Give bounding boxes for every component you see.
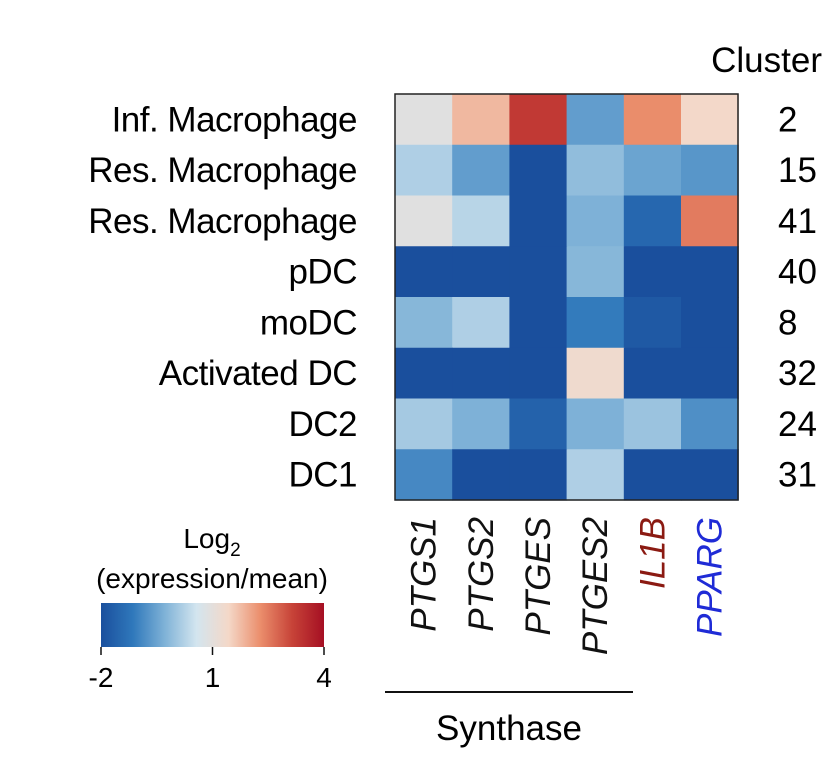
colorbar-ticks: -2 1 4 <box>89 647 332 693</box>
heatmap-cell <box>452 94 510 146</box>
heatmap-cell <box>623 246 682 298</box>
colorbar-tick-label: 4 <box>316 662 332 693</box>
cluster-label: 31 <box>778 456 817 495</box>
heatmap-cell <box>681 94 739 146</box>
heatmap-cell <box>509 398 568 450</box>
colorbar-tick-label: -2 <box>89 662 114 693</box>
colorbar-gradient <box>101 603 324 647</box>
heatmap-frame <box>394 93 739 501</box>
cluster-header: Cluster <box>711 41 822 80</box>
heatmap-cell <box>509 94 568 146</box>
heatmap-cell <box>395 144 453 197</box>
heatmap-cell <box>623 398 682 450</box>
column-label: IL1B <box>633 517 672 589</box>
synthase-label: Synthase <box>436 709 582 748</box>
cluster-label: 15 <box>778 151 817 190</box>
column-label: PTGS2 <box>462 517 501 632</box>
heatmap-cell <box>681 398 739 450</box>
heatmap-cell <box>395 94 453 146</box>
heatmap-cell <box>566 195 625 247</box>
heatmap-cell <box>566 94 625 146</box>
cluster-label: 8 <box>778 303 797 342</box>
heatmap-cell <box>681 347 739 400</box>
heatmap-cell <box>509 449 568 501</box>
heatmap-cell <box>509 195 568 247</box>
heatmap-cells <box>395 94 739 501</box>
row-label: Activated DC <box>159 354 357 393</box>
heatmap-cell <box>395 398 453 450</box>
heatmap-cell <box>395 195 453 247</box>
heatmap-cell <box>681 297 739 349</box>
heatmap-cell <box>509 347 568 400</box>
heatmap-cell <box>395 449 453 501</box>
heatmap-cell <box>395 246 453 298</box>
heatmap-cell <box>509 297 568 349</box>
row-label: Res. Macrophage <box>88 202 357 241</box>
heatmap-cell <box>566 144 625 197</box>
heatmap-cell <box>566 347 625 400</box>
column-label: PTGES <box>519 517 558 636</box>
heatmap-cell <box>681 195 739 247</box>
heatmap-cell <box>452 297 510 349</box>
heatmap-cell <box>623 449 682 501</box>
heatmap-cell <box>566 297 625 349</box>
colorbar-title-subscript: 2 <box>230 540 241 561</box>
colorbar-title-log: Log <box>183 523 230 554</box>
heatmap-cell <box>452 398 510 450</box>
column-label: PTGS1 <box>405 517 444 632</box>
heatmap-cell <box>681 144 739 197</box>
row-labels: Inf. Macrophage Res. Macrophage Res. Macro… <box>88 100 357 494</box>
heatmap-cell <box>681 449 739 501</box>
cluster-label: 41 <box>778 202 817 241</box>
heatmap-cell <box>623 297 682 349</box>
heatmap-cell <box>509 144 568 197</box>
heatmap-cell <box>623 144 682 197</box>
colorbar-tick-label: 1 <box>205 662 221 693</box>
heatmap-cell <box>623 195 682 247</box>
row-label: Inf. Macrophage <box>112 100 357 139</box>
colorbar-title: Log2 <box>183 523 240 561</box>
heatmap-cell <box>566 449 625 501</box>
row-label: DC1 <box>288 456 357 495</box>
heatmap-cell <box>509 246 568 298</box>
cluster-label: 2 <box>778 100 797 139</box>
heatmap-cell <box>395 347 453 400</box>
cluster-labels: 2 15 41 40 8 32 24 31 <box>778 100 817 494</box>
heatmap-cell <box>452 144 510 197</box>
column-label: PPARG <box>691 517 730 637</box>
heatmap-cell <box>623 94 682 146</box>
colorbar-legend: Log2 (expression/mean) -2 1 4 <box>89 523 332 693</box>
heatmap-cell <box>452 347 510 400</box>
row-label: moDC <box>260 303 357 342</box>
column-labels: PTGS1 PTGS2 PTGES PTGES2 IL1B PPARG <box>405 517 730 655</box>
heatmap-cell <box>452 449 510 501</box>
heatmap-cell <box>623 347 682 400</box>
heatmap-cell <box>681 246 739 298</box>
heatmap-cell <box>452 195 510 247</box>
row-label: pDC <box>288 253 357 292</box>
colorbar-subtitle: (expression/mean) <box>96 563 328 594</box>
cluster-label: 24 <box>778 405 817 444</box>
heatmap-cell <box>566 246 625 298</box>
heatmap-cell <box>452 246 510 298</box>
row-label: DC2 <box>288 405 357 444</box>
column-label: PTGES2 <box>576 517 615 655</box>
heatmap-cell <box>395 297 453 349</box>
cluster-label: 40 <box>778 253 817 292</box>
cluster-label: 32 <box>778 354 817 393</box>
heatmap-cell <box>566 398 625 450</box>
row-label: Res. Macrophage <box>88 151 357 190</box>
